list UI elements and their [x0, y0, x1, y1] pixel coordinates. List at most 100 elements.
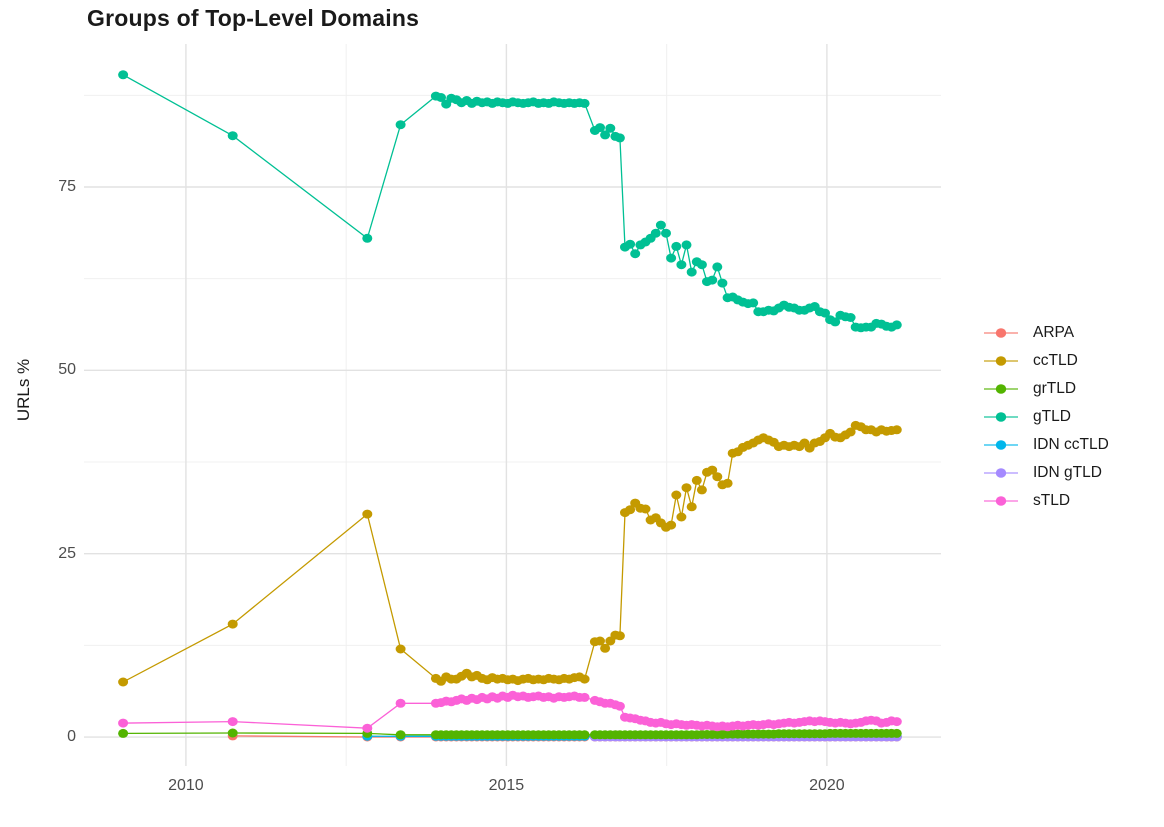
- data-point: [579, 674, 590, 684]
- data-point: [640, 504, 651, 514]
- data-point: [676, 260, 687, 270]
- data-point: [830, 317, 841, 327]
- data-point: [395, 120, 406, 130]
- data-point: [655, 220, 666, 230]
- data-point: [681, 240, 692, 250]
- data-point: [614, 631, 625, 641]
- data-point: [395, 730, 406, 740]
- data-point: [605, 123, 616, 133]
- legend-label: grTLD: [1033, 380, 1077, 397]
- data-point: [614, 701, 625, 711]
- data-point: [681, 483, 692, 493]
- legend-label: IDN ccTLD: [1033, 436, 1109, 453]
- data-point: [666, 253, 677, 263]
- data-point: [579, 692, 590, 702]
- data-point: [227, 717, 238, 727]
- data-point: [722, 478, 733, 488]
- data-point: [630, 249, 641, 259]
- y-tick-label: 50: [58, 361, 76, 379]
- data-point: [625, 505, 636, 515]
- data-point: [436, 93, 446, 102]
- data-point: [891, 717, 902, 727]
- data-point: [712, 262, 723, 272]
- data-point: [712, 472, 723, 482]
- data-point: [118, 677, 129, 687]
- legend-label: gTLD: [1033, 408, 1071, 425]
- data-point: [395, 644, 406, 654]
- legend-item-IDN-gTLD: IDN gTLD: [984, 459, 1109, 487]
- data-point: [891, 320, 902, 330]
- legend-label: IDN gTLD: [1033, 464, 1102, 481]
- data-point: [595, 636, 605, 646]
- chart-title: Groups of Top-Level Domains: [87, 5, 420, 31]
- data-point: [595, 123, 605, 133]
- series-grTLD: [118, 728, 902, 740]
- legend-label: ARPA: [1033, 324, 1075, 341]
- data-point: [748, 298, 759, 308]
- legend-item-grTLD: grTLD: [984, 375, 1109, 403]
- data-point: [707, 465, 718, 475]
- data-point: [691, 475, 702, 485]
- legend-label: sTLD: [1033, 492, 1071, 509]
- data-point: [118, 70, 129, 80]
- legend: ARPA ccTLD grTLD gTLD IDN ccTLD IDN gTLD sTLD: [984, 319, 1109, 515]
- y-tick-label: 25: [58, 544, 76, 562]
- legend-key-icon: [984, 356, 1018, 366]
- data-point: [362, 233, 373, 243]
- data-point: [676, 512, 687, 522]
- series-sTLD: [118, 690, 902, 733]
- legend-key-icon: [984, 328, 1018, 338]
- data-point: [227, 619, 238, 629]
- data-point: [625, 239, 636, 249]
- data-point: [614, 133, 625, 143]
- legend-item-ARPA: ARPA: [984, 319, 1109, 347]
- data-point: [845, 427, 856, 437]
- legend-key-icon: [984, 496, 1018, 506]
- data-point: [686, 502, 697, 512]
- x-tick-label: 2020: [809, 777, 845, 794]
- series-line: [122, 74, 898, 329]
- data-point: [227, 131, 238, 141]
- x-tick-label: 2015: [488, 777, 525, 794]
- data-point: [395, 698, 406, 708]
- legend-item-gTLD: gTLD: [984, 403, 1109, 431]
- data-point: [696, 260, 707, 270]
- data-point: [362, 509, 373, 519]
- data-point: [845, 313, 856, 322]
- legend-label: ccTLD: [1033, 352, 1078, 369]
- data-point: [579, 98, 590, 108]
- data-point: [671, 241, 682, 251]
- legend-key-icon: [984, 468, 1018, 478]
- series-ccTLD: [118, 420, 902, 687]
- data-point: [891, 728, 902, 738]
- legend-item-ccTLD: ccTLD: [984, 347, 1109, 375]
- legend-key-icon: [984, 412, 1018, 422]
- y-tick-label: 0: [67, 728, 76, 746]
- legend-key-icon: [984, 440, 1018, 450]
- legend-key-icon: [984, 384, 1018, 394]
- data-point: [600, 643, 611, 653]
- data-point: [707, 275, 718, 285]
- data-point: [362, 723, 373, 733]
- data-point: [650, 228, 661, 238]
- data-point: [686, 267, 697, 277]
- data-point: [891, 425, 902, 435]
- legend-item-sTLD: sTLD: [984, 487, 1109, 515]
- y-tick-label: 75: [58, 178, 76, 195]
- legend-item-IDN-ccTLD: IDN ccTLD: [984, 431, 1109, 459]
- data-point: [661, 228, 671, 238]
- data-point: [666, 520, 677, 530]
- data-point: [671, 490, 682, 500]
- data-point: [717, 278, 728, 288]
- x-tick-label: 2010: [168, 777, 204, 794]
- series-gTLD: [118, 70, 902, 333]
- data-point: [118, 728, 129, 738]
- data-point: [820, 308, 830, 318]
- data-point: [600, 130, 611, 140]
- data-point: [227, 728, 238, 738]
- data-point: [579, 730, 590, 740]
- data-point: [696, 485, 707, 495]
- data-point: [118, 718, 129, 728]
